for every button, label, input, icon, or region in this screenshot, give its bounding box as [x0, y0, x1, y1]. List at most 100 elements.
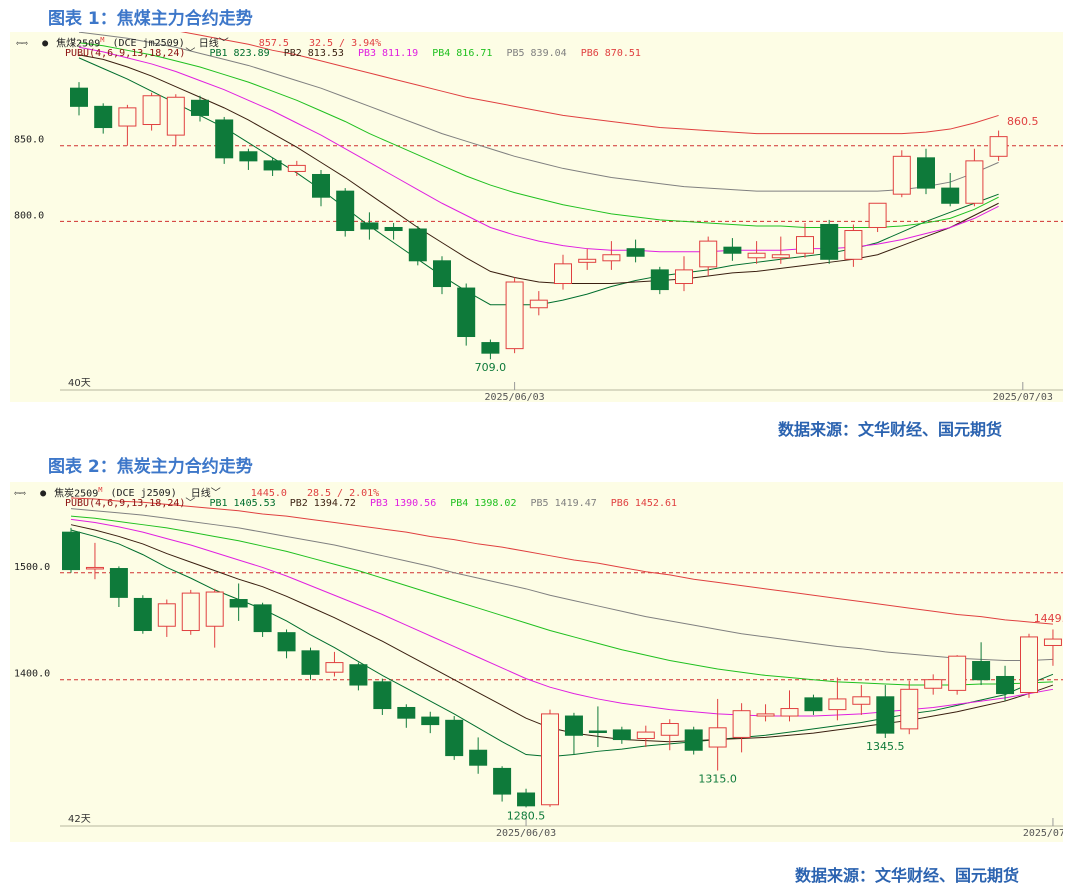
series-line-pb6: [70, 497, 1053, 625]
candle-body: [675, 269, 693, 285]
candle-body: [166, 96, 185, 136]
candle-up: [948, 655, 967, 695]
price-annotation: 1449.5: [1034, 612, 1063, 625]
candle-down: [996, 665, 1015, 702]
chevron-down-icon[interactable]: ﹀: [218, 38, 229, 50]
candle-body: [109, 568, 128, 598]
chevron-down-icon[interactable]: ﹀: [185, 48, 196, 59]
candle-down: [94, 103, 113, 134]
coking-coal-chart-panel[interactable]: 850.0 800.0 2025/06/03 2025/07/03 40天 709.0 86…: [10, 32, 1063, 402]
candle-down: [384, 222, 403, 240]
candle-up: [868, 202, 887, 233]
candle-body: [660, 723, 679, 736]
candle-up: [892, 150, 911, 198]
candle-down: [972, 642, 991, 686]
candle-body: [253, 604, 272, 633]
candle-body: [924, 679, 943, 689]
candle-body: [397, 706, 416, 719]
symbol-main-mark: M: [98, 486, 103, 494]
candle-body: [85, 566, 104, 570]
candle-down: [312, 169, 330, 207]
legend-pb5: PB5 839.04: [506, 48, 567, 59]
candle-up: [747, 241, 766, 264]
candle-up: [989, 130, 1008, 161]
bullet-icon: ●: [42, 38, 49, 50]
candle-down: [723, 238, 742, 261]
chevron-down-icon[interactable]: ﹀: [210, 488, 221, 500]
candle-up: [636, 725, 655, 748]
x-tick-label: 2025/06/03: [496, 828, 556, 839]
candle-down: [263, 157, 282, 176]
candle-down: [397, 704, 416, 728]
indicator-name[interactable]: PUBU(4,6,9,13,18,24): [65, 498, 186, 509]
candle-down: [804, 694, 823, 715]
candle-body: [708, 727, 727, 748]
x-tick-label: 2025/06/03: [484, 392, 544, 402]
candle-up: [699, 236, 718, 276]
candle-body: [564, 715, 583, 736]
candle-body: [205, 591, 224, 627]
series-line-pb4: [78, 42, 999, 228]
price-annotation: 709.0: [475, 361, 507, 374]
candle-body: [636, 731, 655, 739]
candle-body: [301, 650, 320, 675]
last-price: 1445.0: [250, 488, 287, 500]
candle-body: [384, 226, 403, 232]
coke-chart-panel[interactable]: 1500.0 1400.0 2025/06/03 2025/07/03 42天 1280.…: [10, 482, 1063, 842]
candle-body: [408, 228, 427, 262]
indicator-name[interactable]: PUBU(4,6,9,13,18,24): [65, 48, 186, 59]
candle-up: [157, 599, 176, 637]
candle-down: [215, 116, 234, 164]
days-label: 42天: [68, 814, 91, 825]
candle-body: [191, 99, 209, 116]
nav-arrows-icon[interactable]: ⇦⇨: [14, 488, 27, 500]
candle-body: [917, 157, 935, 189]
candle-up: [708, 698, 727, 771]
candle-body: [445, 719, 464, 757]
candle-down: [650, 266, 669, 295]
symbol-name: 焦炭2509: [54, 488, 99, 500]
candle-body: [517, 792, 536, 807]
candle-up: [142, 92, 161, 131]
price-change: 28.5 / 2.01%: [306, 488, 380, 500]
candle-down: [229, 583, 248, 621]
legend-pb3: PB3 811.19: [357, 48, 419, 59]
candle-up: [118, 104, 137, 146]
candle-down: [612, 726, 631, 744]
candle-body: [142, 95, 161, 126]
candle-down: [445, 716, 464, 760]
candle-body: [756, 713, 775, 717]
candle-up: [852, 685, 871, 715]
candle-up: [660, 719, 679, 751]
candle-down: [493, 766, 512, 802]
candle-down: [469, 737, 488, 774]
candle-up: [675, 256, 693, 292]
series-line-pb5: [78, 32, 999, 192]
price-annotation: 1315.0: [698, 773, 737, 786]
candle-up: [505, 277, 524, 354]
candle-body: [900, 688, 919, 730]
legend-pb2: PB2 1394.72: [289, 498, 356, 509]
candle-body: [684, 729, 703, 751]
candle-up: [780, 690, 799, 722]
period-selector[interactable]: 日线: [190, 488, 211, 500]
candle-up: [796, 222, 814, 258]
legend-pb6: PB6 1452.61: [610, 498, 678, 509]
series-line-pb4: [70, 515, 1053, 686]
period-selector[interactable]: 日线: [198, 38, 219, 50]
candle-down: [373, 678, 392, 715]
y-tick-label: 800.0: [14, 210, 44, 221]
candle-down: [481, 339, 500, 360]
candle-body: [892, 155, 911, 195]
candle-body: [349, 664, 368, 686]
chevron-down-icon[interactable]: ﹀: [185, 498, 196, 509]
indicator-legend: PUBU(4,6,9,13,18,24)﹀ PB1 1405.53 PB2 13…: [65, 496, 685, 512]
figure-2-title: 图表 2：焦炭主力合约走势: [48, 457, 253, 477]
candle-up: [287, 160, 306, 176]
candle-down: [62, 527, 80, 573]
candle-body: [118, 107, 137, 127]
nav-arrows-icon[interactable]: ⇦⇨: [16, 38, 29, 50]
candle-down: [239, 148, 258, 170]
x-tick-label: 2025/07/03: [993, 392, 1053, 402]
legend-pb1: PB1 823.89: [209, 48, 270, 59]
